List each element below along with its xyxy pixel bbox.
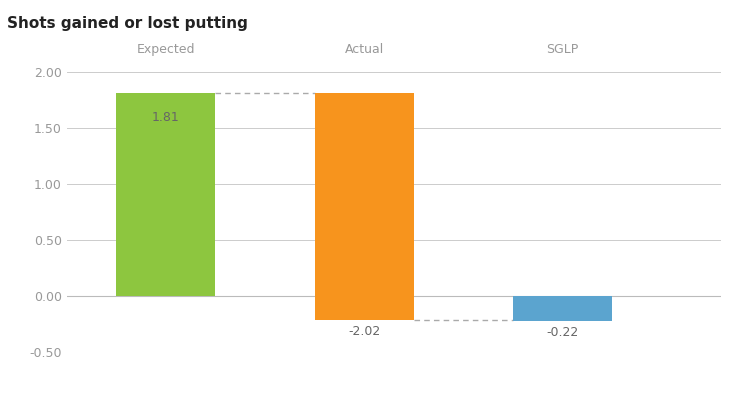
Text: -0.22: -0.22 — [546, 326, 578, 339]
Text: Actual: Actual — [345, 43, 383, 56]
Bar — [513, 296, 611, 321]
Bar — [314, 93, 414, 320]
Text: Shots gained or lost putting: Shots gained or lost putting — [7, 16, 248, 31]
Text: SGLP: SGLP — [546, 43, 578, 56]
Text: 1.81: 1.81 — [152, 111, 180, 124]
Text: Expected: Expected — [137, 43, 195, 56]
Bar — [117, 93, 215, 296]
Text: -2.02: -2.02 — [348, 325, 380, 338]
